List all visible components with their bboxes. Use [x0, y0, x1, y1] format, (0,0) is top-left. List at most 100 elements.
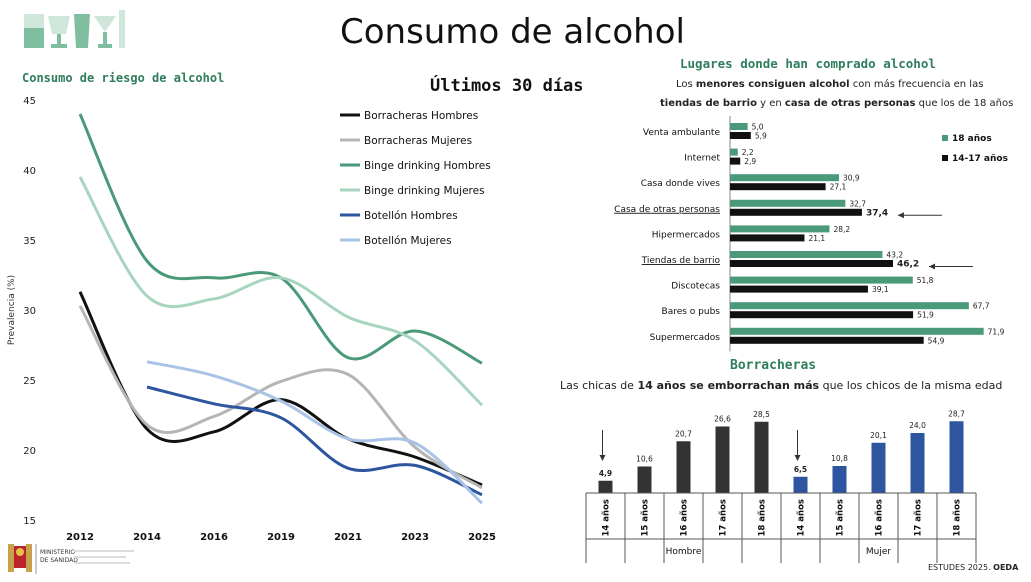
bar-value-label: 5,9 — [755, 132, 767, 141]
y-tick-label: 40 — [23, 166, 36, 177]
bar — [730, 148, 738, 156]
bar-value-label: 28,2 — [833, 225, 850, 234]
series-line — [146, 360, 484, 505]
x-tick-label: 2019 — [267, 532, 295, 543]
arrow-head — [928, 263, 935, 270]
bar — [676, 441, 691, 493]
age-tick-label: 16 años — [875, 499, 885, 536]
source-footer: ESTUDES 2025. OEDA — [928, 563, 1018, 572]
bar-value-label: 6,5 — [794, 465, 807, 474]
bar-value-label: 20,1 — [870, 431, 887, 440]
legend-swatch — [942, 155, 948, 161]
x-tick-label: 2023 — [401, 532, 429, 543]
line-chart-title: Consumo de riesgo de alcohol — [22, 71, 225, 85]
group-label: Mujer — [866, 547, 892, 557]
bar-value-label: 20,7 — [675, 429, 692, 438]
drunkenness-bar-chart: 4,9 14 años 10,6 15 años 20,7 16 años 26,6 17 a… — [585, 409, 977, 563]
note-segment: menores consiguen alcohol — [695, 79, 850, 90]
series-line — [146, 385, 483, 497]
note-segment: tiendas de barrio — [660, 98, 757, 109]
bar — [730, 251, 883, 258]
category-label: Tiendas de barrio — [641, 256, 721, 266]
bar — [715, 426, 730, 493]
bar — [730, 174, 840, 182]
x-tick-label: 2014 — [133, 532, 161, 543]
page-title: Consumo de alcohol — [340, 12, 685, 52]
legend-label: Borracheras Hombres — [364, 110, 478, 122]
y-tick-label: 35 — [23, 236, 36, 247]
series-line — [78, 305, 483, 490]
category-label: Casa donde vives — [641, 179, 721, 189]
bar — [871, 442, 886, 493]
x-tick-label: 2012 — [66, 532, 94, 543]
bar — [730, 132, 751, 139]
bar-value-label: 37,4 — [866, 208, 888, 218]
bar — [730, 199, 846, 207]
category-label: Hipermercados — [652, 230, 721, 240]
bar — [832, 466, 847, 493]
age-tick-label: 17 años — [914, 499, 924, 536]
bar-value-label: 21,1 — [808, 234, 825, 243]
age-tick-label: 16 años — [680, 499, 690, 536]
age-tick-label: 15 años — [641, 499, 651, 536]
bar-value-label: 51,8 — [917, 276, 934, 285]
bar — [637, 466, 652, 493]
ministry-name-line-1: MINISTERIO — [40, 549, 75, 556]
y-axis-label: Prevalencia (%) — [7, 275, 17, 345]
category-label: Internet — [684, 154, 720, 164]
age-tick-label: 18 años — [758, 499, 768, 536]
bar-value-label: 10,6 — [636, 455, 653, 464]
period-label: Últimos 30 días — [430, 76, 584, 96]
y-tick-label: 30 — [23, 306, 36, 317]
bar-value-label: 28,5 — [753, 410, 770, 419]
y-tick-label: 25 — [23, 376, 36, 387]
note-segment: 14 años se emborrachan más — [637, 379, 820, 392]
borracheras-chart-title: Borracheras — [730, 358, 817, 373]
y-tick-label: 20 — [23, 446, 36, 457]
category-label: Casa de otras personas — [614, 205, 720, 215]
bar-value-label: 43,2 — [886, 251, 903, 260]
bar-value-label: 5,0 — [752, 123, 764, 132]
bar — [793, 476, 808, 493]
x-tick-label: 2016 — [200, 532, 228, 543]
bar — [730, 276, 913, 284]
note-segment: casa de otras personas — [784, 98, 916, 109]
bar-value-label: 71,9 — [988, 327, 1005, 336]
x-tick-label: 2021 — [334, 532, 362, 543]
legend-label: Binge drinking Hombres — [364, 160, 491, 172]
age-tick-label: 15 años — [836, 499, 846, 536]
note-segment: Las chicas de — [560, 379, 638, 392]
note-segment: Los — [676, 79, 696, 90]
bar-value-label: 46,2 — [897, 260, 919, 270]
purchase-places-bar-chart: Venta ambulante 5,05,9 Internet 2,22,9 Casa … — [614, 116, 1008, 352]
note-segment: que los chicos de la misma edad — [819, 379, 1003, 392]
age-tick-label: 17 años — [719, 499, 729, 536]
bar — [910, 433, 925, 493]
bar-value-label: 28,7 — [948, 409, 965, 418]
legend-label: 14-17 años — [952, 154, 1008, 164]
ministry-logo: MINISTERIO DE SANIDAD — [4, 540, 144, 578]
series-line — [78, 291, 483, 487]
glasses-logo — [22, 6, 126, 54]
group-label: Hombre — [666, 547, 702, 557]
legend-label: 18 años — [952, 134, 992, 144]
bar — [730, 260, 893, 267]
bar-value-label: 2,2 — [742, 148, 754, 157]
bar-value-label: 24,0 — [909, 421, 926, 430]
borracheras-note: Las chicas de 14 años se emborrachan más… — [560, 379, 1002, 392]
bar-value-label: 32,7 — [849, 199, 866, 208]
bar — [730, 123, 748, 130]
places-chart-title: Lugares donde han comprado alcohol — [680, 56, 936, 71]
bar — [730, 225, 830, 233]
category-label: Supermercados — [650, 333, 721, 343]
age-tick-label: 18 años — [953, 499, 963, 536]
bar-value-label: 10,8 — [831, 454, 848, 463]
bar — [730, 234, 805, 242]
legend-label: Binge drinking Mujeres — [364, 185, 485, 197]
arrow-head — [599, 455, 606, 461]
x-tick-label: 2025 — [468, 532, 496, 543]
note-segment: con más frecuencia en las — [849, 79, 984, 90]
note-segment: que los de 18 años — [915, 98, 1014, 109]
bar-value-label: 39,1 — [872, 285, 889, 294]
